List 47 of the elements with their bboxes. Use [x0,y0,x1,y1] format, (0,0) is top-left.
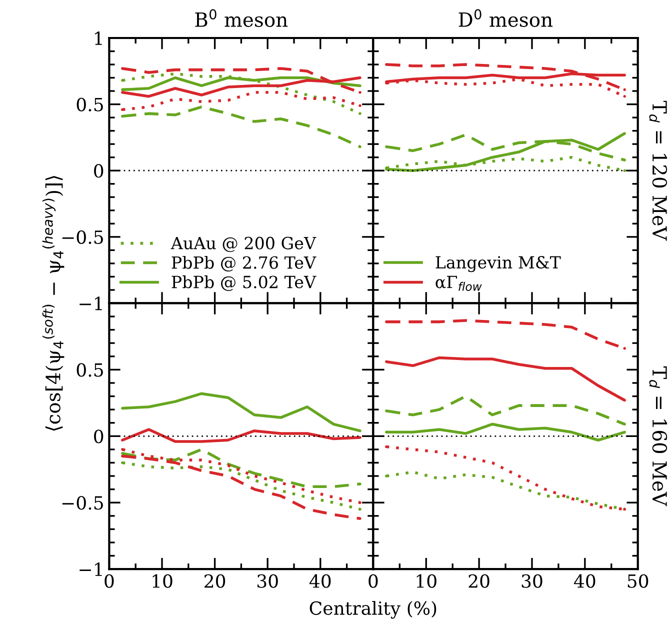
y-tick-label: 0 [94,430,104,444]
y-tick-label: 0.5 [76,98,103,112]
y2-axis-title: T$_{d}$ = 120 MeV [649,100,668,241]
x-tick-label: 0 [368,574,378,588]
line-series [121,461,362,511]
legend-label: Langevin M&T [436,256,561,272]
line-series [121,72,362,115]
x-tick-label: 40 [309,574,331,588]
y-tick-label: −0.5 [62,230,103,244]
x-tick-label: 0 [104,574,114,588]
legend-label: AuAu @ 200 GeV [170,236,316,252]
x-axis-title: Centrality (%) [310,600,436,619]
point [358,429,362,432]
y-tick-label: −1 [80,296,102,310]
legend-label: PbPb @ 5.02 TeV [172,275,316,291]
legend-label: PbPb @ 2.76 TeV [172,256,316,272]
x-tick-label: 50 [628,574,648,588]
x-tick-label: 30 [522,574,542,588]
chart-title: D$^{0}$ meson [458,9,553,27]
chart-title: B$^{0}$ meson [195,9,288,27]
x-tick-label: 20 [468,574,490,588]
y-tick-label: −1 [80,562,102,576]
x-tick-label: 10 [416,574,436,588]
y-tick-label: 0.5 [76,363,103,377]
line-series [121,106,362,148]
line-series [121,428,362,443]
line-series [121,448,362,488]
point [623,347,626,350]
point [623,94,626,98]
x-tick-label: 30 [257,574,278,588]
x-tick-label: 10 [152,574,172,588]
y-tick-label: −0.5 [62,496,103,510]
point [358,104,362,107]
point [623,398,626,402]
point [358,145,362,148]
line-series [121,392,362,432]
y-tick-label: 0 [94,164,104,178]
y2-axis-title: T$_{d}$ = 160 MeV [649,366,668,506]
point [358,90,362,94]
y-tick-label: 1 [95,31,102,45]
point [623,169,626,172]
x-tick-label: 40 [574,574,596,588]
point [358,112,362,115]
legend-label: αΓ$_{flow}$ [436,276,482,291]
x-tick-label: 20 [204,574,226,588]
point [623,88,626,92]
point [358,508,362,511]
